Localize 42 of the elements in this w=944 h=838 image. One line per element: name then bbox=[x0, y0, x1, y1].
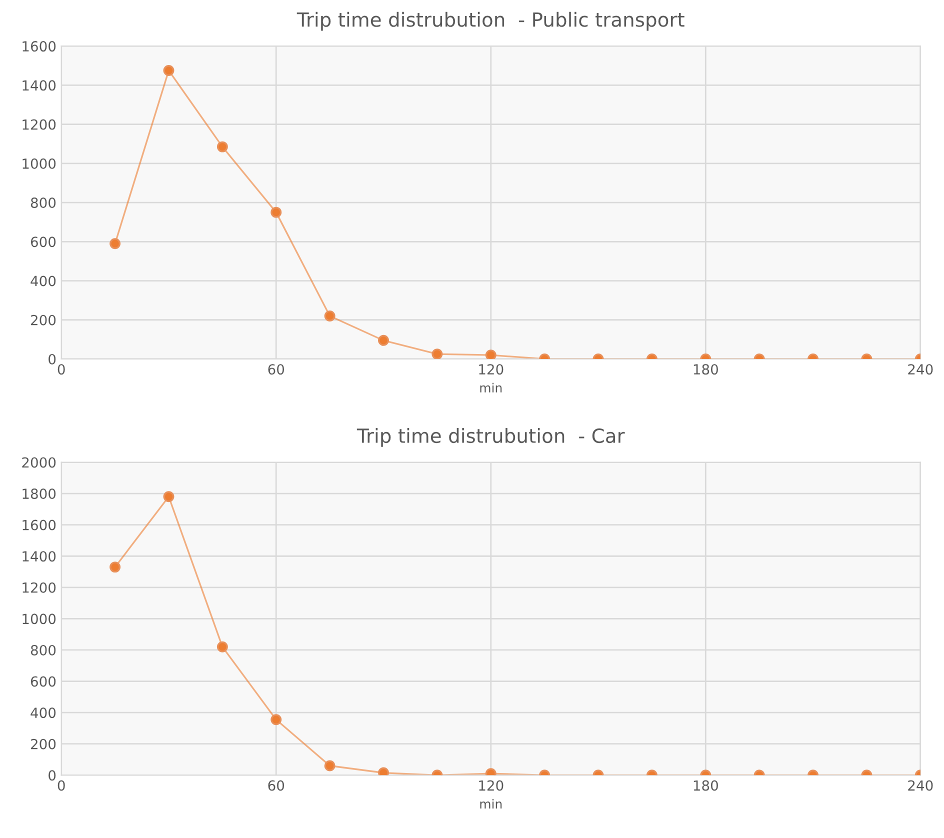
y-tick-label: 200 bbox=[31, 738, 56, 750]
y-tick-label: 1600 bbox=[22, 41, 56, 52]
y-tick-label: 600 bbox=[30, 236, 56, 248]
y-tick-label: 1600 bbox=[22, 520, 56, 530]
y-tick-label: 1200 bbox=[22, 119, 56, 130]
point bbox=[270, 206, 282, 218]
x-tick-label: 0 bbox=[58, 364, 65, 375]
y-tick-label: 2000 bbox=[22, 457, 56, 468]
x-axis-title: min bbox=[480, 382, 502, 392]
point bbox=[110, 238, 121, 250]
y-tick-label: 400 bbox=[30, 708, 56, 718]
chart-title: Trip time distrubution - Car bbox=[356, 428, 625, 447]
x-tick-label: 60 bbox=[268, 780, 284, 791]
x-tick-label: 120 bbox=[479, 364, 504, 375]
y-tick-label: 1200 bbox=[22, 582, 56, 593]
y-tick-label: 1800 bbox=[22, 488, 56, 500]
point bbox=[216, 141, 228, 152]
y-tick-label: 1400 bbox=[22, 551, 56, 562]
y-tick-label: 1000 bbox=[22, 158, 56, 169]
y-tick-label: 600 bbox=[30, 676, 56, 687]
x-tick-label: 0 bbox=[58, 780, 65, 791]
x-tick-label: 180 bbox=[694, 364, 718, 375]
y-tick-label: 400 bbox=[30, 276, 56, 286]
chart-title: Trip time distrubution - Public transport bbox=[296, 12, 684, 31]
x-tick-label: 60 bbox=[268, 364, 284, 375]
point bbox=[378, 767, 389, 776]
y-tick-label: 800 bbox=[30, 198, 56, 208]
x-tick-label: 120 bbox=[479, 780, 504, 791]
point bbox=[163, 491, 174, 502]
y-tick-label: 1400 bbox=[22, 80, 56, 91]
point bbox=[110, 562, 121, 573]
point bbox=[216, 641, 228, 652]
x-tick-label: 180 bbox=[694, 780, 718, 791]
y-tick-label: 0 bbox=[48, 770, 56, 781]
y-tick-label: 0 bbox=[48, 354, 56, 364]
y-tick-label: 200 bbox=[31, 314, 56, 326]
x-axis-title: min bbox=[480, 799, 502, 809]
x-tick-label: 240 bbox=[908, 780, 933, 791]
point bbox=[163, 65, 174, 76]
x-tick-label: 240 bbox=[908, 364, 933, 375]
y-tick-label: 800 bbox=[30, 644, 56, 656]
y-tick-label: 1000 bbox=[22, 614, 56, 624]
